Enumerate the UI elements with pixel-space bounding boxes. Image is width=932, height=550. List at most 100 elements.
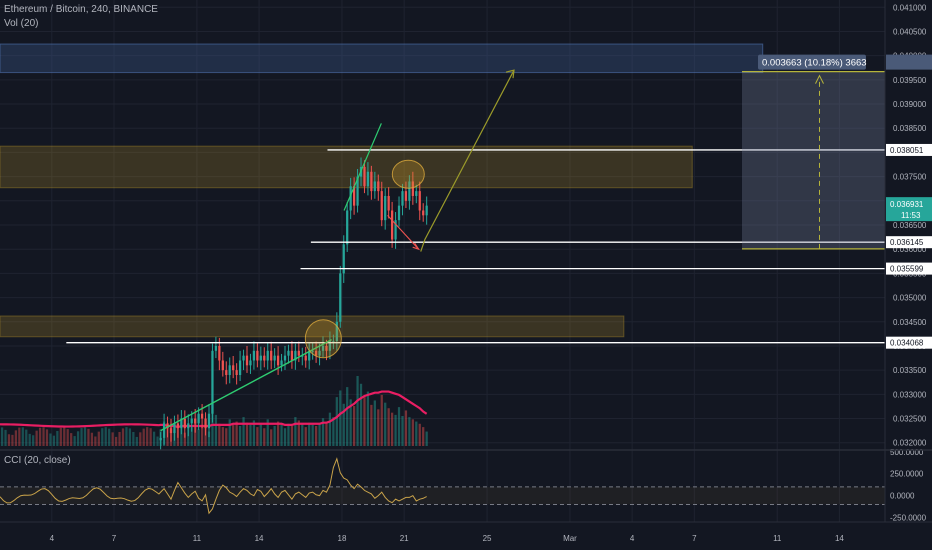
candle-body — [280, 360, 283, 366]
candle-body — [273, 355, 276, 361]
candle-body — [159, 437, 162, 441]
candle-body — [384, 195, 387, 221]
candle-body — [221, 360, 224, 371]
time-tick-11: 14 — [835, 534, 844, 543]
time-tick-6: 25 — [483, 534, 492, 543]
candle-body — [363, 166, 366, 187]
price-tick-18: 0.032000 — [893, 439, 927, 448]
volume-bar — [149, 428, 152, 446]
zones — [0, 43, 764, 338]
price-tick-13: 0.034500 — [893, 318, 927, 327]
volume-bar — [132, 432, 135, 446]
volume-bar — [294, 417, 297, 446]
volume-bar — [249, 424, 252, 446]
volume-bar — [411, 419, 414, 446]
volume-bar — [415, 421, 418, 446]
candle-body — [238, 360, 242, 375]
volume-bar — [373, 400, 376, 446]
candle-body — [356, 176, 359, 206]
candle-body — [328, 341, 332, 351]
price-tick-16: 0.033000 — [893, 390, 927, 399]
time-axis: 4 7 11 14 18 21 25 Mar 4 7 11 14 — [0, 521, 932, 550]
time-tick-7: Mar — [563, 534, 577, 543]
candle-body — [294, 350, 297, 361]
volume-bar — [28, 433, 31, 446]
volume-bar — [156, 436, 159, 446]
volume-bar — [118, 431, 121, 446]
volume-bar — [425, 431, 428, 446]
measure-arrow-head — [815, 74, 824, 84]
volume-bar — [114, 436, 118, 446]
candle-body — [218, 345, 221, 361]
candle-body — [380, 191, 383, 221]
volume-bar — [49, 433, 52, 446]
candles — [159, 157, 428, 450]
candle-body — [311, 350, 314, 352]
volume-bar — [214, 414, 218, 446]
volume-bar — [135, 436, 138, 446]
time-tick-4: 18 — [338, 534, 347, 543]
candle-body — [173, 423, 176, 434]
price-tag-0.034068: 0.034068 — [890, 339, 924, 348]
candle-body — [335, 321, 338, 342]
volume-bar — [142, 428, 145, 446]
volume-bar — [404, 410, 408, 446]
volume-bar — [377, 409, 380, 446]
volume-bar — [228, 419, 231, 446]
volume-bar — [242, 417, 245, 446]
volume-bar — [83, 427, 87, 446]
candle-body — [204, 418, 207, 429]
candle-body — [408, 181, 411, 201]
candle-body — [200, 413, 204, 419]
cci-line — [0, 457, 427, 515]
candle-body — [225, 370, 228, 375]
price-tick-4: 0.039000 — [893, 100, 927, 109]
volume-bar — [221, 427, 224, 446]
volume-bar — [7, 434, 11, 446]
volume-bar — [66, 429, 69, 446]
volume-bar — [35, 430, 38, 446]
candle-body — [211, 350, 214, 414]
cci-legend[interactable]: CCI (20, close) — [4, 455, 71, 466]
candle-body — [263, 355, 266, 361]
volume-bar — [207, 431, 211, 446]
symbol-legend[interactable]: Ethereum / Bitcoin, 240, BINANCE — [4, 4, 158, 15]
volume-legend[interactable]: Vol (20) — [4, 18, 39, 29]
candle-body — [270, 350, 273, 361]
candle-body — [404, 191, 408, 201]
volume-bar — [52, 435, 56, 446]
circle-breakout — [304, 319, 342, 359]
volume-bar — [328, 412, 332, 446]
volume-bar — [401, 416, 404, 446]
volume-ma — [0, 390, 428, 429]
volume-bar — [318, 423, 321, 446]
candle-body — [197, 413, 200, 424]
projection-arrow-line — [420, 69, 515, 252]
volume-bar — [111, 432, 114, 446]
volume-bar — [280, 424, 283, 446]
volume-bar — [70, 433, 73, 446]
volume-bar — [18, 427, 21, 446]
volume-bar — [245, 422, 249, 446]
projection-arrow-head — [505, 69, 515, 79]
candle-body — [176, 423, 180, 429]
volume-bar — [256, 427, 259, 446]
time-tick-0: 4 — [50, 534, 55, 543]
candle-body — [242, 355, 245, 361]
volume-bar — [359, 383, 363, 446]
candle-body — [207, 413, 211, 429]
candle-body — [180, 418, 183, 429]
time-axis-bg — [0, 522, 932, 550]
volume-bar — [308, 422, 311, 446]
candle-body — [377, 181, 380, 192]
volume-bar — [218, 423, 221, 446]
candle-body — [304, 355, 307, 361]
volume-bar — [63, 427, 66, 446]
candle-body — [321, 345, 325, 351]
time-tick-2: 11 — [193, 534, 202, 543]
volume-bar — [363, 396, 366, 446]
candle-body — [370, 171, 373, 192]
volume-bar — [121, 428, 125, 446]
